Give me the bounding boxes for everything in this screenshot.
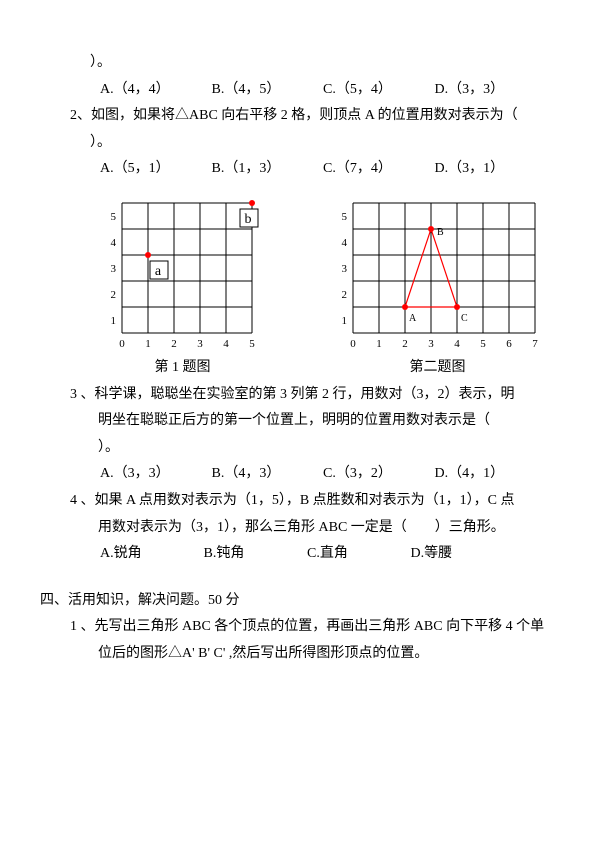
q3-opt-a: A.（3，3） (100, 461, 208, 488)
q4-line2: 用数对表示为（3，1），那么三角形 ABC 一定是（ ）三角形。 (40, 515, 555, 542)
svg-text:4: 4 (342, 237, 348, 249)
q1-opt-d: D.（3，3） (435, 77, 543, 104)
svg-text:2: 2 (342, 289, 348, 301)
svg-text:5: 5 (111, 211, 117, 223)
figure-1: 01234512345ab (100, 191, 265, 351)
svg-text:3: 3 (428, 338, 434, 350)
q4-opt-b: B.钝角 (204, 541, 304, 568)
q3-opt-d: D.（4，1） (435, 461, 543, 488)
svg-text:5: 5 (342, 211, 348, 223)
q3-opt-b: B.（4，3） (212, 461, 320, 488)
svg-text:2: 2 (171, 338, 177, 350)
q3-options: A.（3，3） B.（4，3） C.（3，2） D.（4，1） (40, 461, 555, 488)
q1-tail: ）。 (40, 50, 555, 77)
figures-row: 01234512345ab 0123456712345ABC (40, 191, 555, 351)
q2-line1: 2、如图，如果将△ABC 向右平移 2 格，则顶点 A 的位置用数对表示为（ (40, 103, 555, 130)
q2-options: A.（5，1） B.（1，3） C.（7，4） D.（3，1） (40, 156, 555, 183)
s4q1-line2: 位后的图形△A' B' C' ,然后写出所得图形顶点的位置。 (40, 641, 555, 668)
svg-text:b: b (245, 212, 252, 227)
q1-opt-b: B.（4，5） (212, 77, 320, 104)
caption-row: 第 1 题图 第二题图 (40, 355, 555, 382)
q1-options: A.（4，4） B.（4，5） C.（5，4） D.（3，3） (40, 77, 555, 104)
svg-text:1: 1 (342, 315, 348, 327)
q4-opt-d: D.等腰 (411, 541, 511, 568)
svg-text:6: 6 (506, 338, 512, 350)
svg-text:1: 1 (376, 338, 382, 350)
figure-2: 0123456712345ABC (335, 191, 540, 351)
svg-text:1: 1 (145, 338, 151, 350)
q2-opt-d: D.（3，1） (435, 156, 543, 183)
svg-text:C: C (461, 313, 468, 324)
svg-text:5: 5 (249, 338, 255, 350)
svg-text:2: 2 (402, 338, 408, 350)
s4q1-line1: 1 、先写出三角形 ABC 各个顶点的位置，再画出三角形 ABC 向下平移 4 … (40, 614, 555, 641)
svg-text:A: A (409, 313, 417, 324)
q2-opt-b: B.（1，3） (212, 156, 320, 183)
svg-text:4: 4 (454, 338, 460, 350)
figure-2-caption: 第二题图 (335, 355, 540, 382)
figure-1-caption: 第 1 题图 (100, 355, 265, 382)
svg-text:2: 2 (111, 289, 117, 301)
q4-options: A.锐角 B.钝角 C.直角 D.等腰 (40, 541, 555, 568)
svg-text:B: B (437, 227, 444, 238)
q3-line1: 3 、科学课，聪聪坐在实验室的第 3 列第 2 行，用数对（3，2）表示，明 (40, 382, 555, 409)
svg-text:0: 0 (119, 338, 125, 350)
svg-text:7: 7 (532, 338, 538, 350)
svg-text:0: 0 (350, 338, 356, 350)
svg-text:a: a (155, 264, 162, 279)
q1-opt-a: A.（4，4） (100, 77, 208, 104)
q3-line2: 明坐在聪聪正后方的第一个位置上，明明的位置用数对表示是（ (40, 408, 555, 435)
svg-text:4: 4 (111, 237, 117, 249)
q2-line2: ）。 (40, 130, 555, 157)
q1-opt-c: C.（5，4） (323, 77, 431, 104)
svg-text:3: 3 (197, 338, 203, 350)
q2-opt-c: C.（7，4） (323, 156, 431, 183)
q3-opt-c: C.（3，2） (323, 461, 431, 488)
svg-text:3: 3 (342, 263, 348, 275)
q3-line3: ）。 (40, 435, 555, 462)
svg-text:1: 1 (111, 315, 117, 327)
q4-opt-c: C.直角 (307, 541, 407, 568)
q2-opt-a: A.（5，1） (100, 156, 208, 183)
svg-text:5: 5 (480, 338, 486, 350)
svg-text:4: 4 (223, 338, 229, 350)
section4-title: 四、活用知识，解决问题。50 分 (40, 588, 555, 615)
svg-text:3: 3 (111, 263, 117, 275)
q4-line1: 4 、如果 A 点用数对表示为（1，5），B 点胜数和对表示为（1，1），C 点 (40, 488, 555, 515)
q4-opt-a: A.锐角 (100, 541, 200, 568)
